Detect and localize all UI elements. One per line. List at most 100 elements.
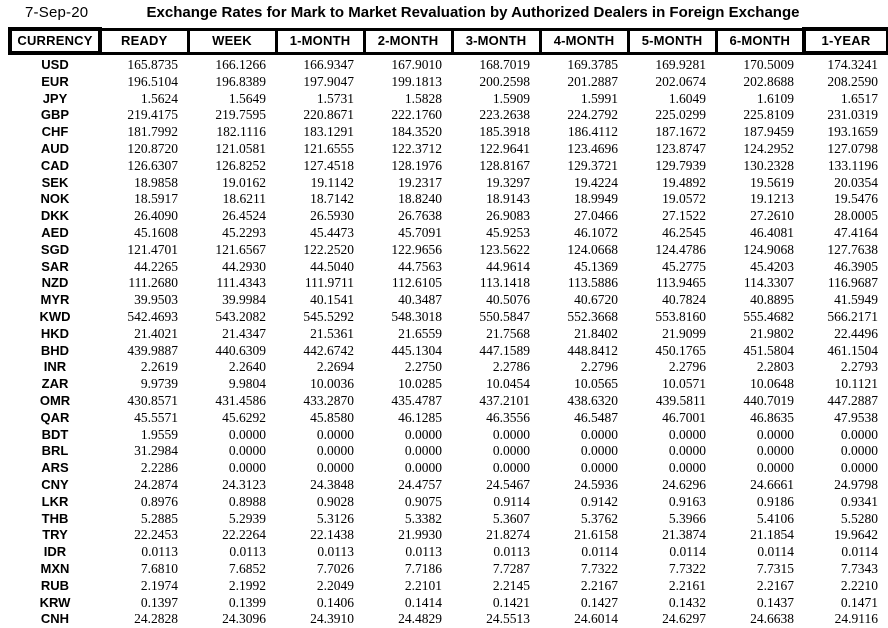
rate-cell: 47.4164 [834, 224, 878, 240]
rate-cell: 0.0113 [405, 544, 442, 560]
rate-cell: 123.5622 [479, 241, 530, 257]
table-row: BHD 439.9887 440.6309 442.6742 445.1304 447.1… [10, 343, 888, 360]
rate-cell: 127.4518 [303, 157, 354, 173]
rate-cell: 0.0113 [493, 544, 530, 560]
table-row: NZD 111.2680 111.4343 111.9711 112.6105 113.1… [10, 275, 888, 292]
rate-cell: 0.8976 [140, 493, 178, 509]
rate-cell: 440.6309 [215, 342, 266, 358]
rate-cell: 7.6852 [228, 560, 266, 576]
rate-cell: 199.1813 [391, 73, 442, 89]
rate-cell: 45.7091 [398, 224, 442, 240]
table-row: MYR 39.9503 39.9984 40.1541 40.3487 40.5076 40… [10, 292, 888, 309]
rate-cell: 0.1414 [404, 594, 442, 610]
rate-cell: 5.3966 [668, 510, 706, 526]
rate-cell: 24.9116 [834, 611, 878, 627]
page-title: Exchange Rates for Mark to Market Revalu… [146, 4, 800, 21]
rate-cell: 5.3607 [492, 510, 530, 526]
column-header-5-month: 5-MONTH [626, 27, 718, 55]
currency-code: RUB [40, 577, 70, 593]
currency-code: AUD [40, 140, 70, 156]
rate-cell: 2.2161 [668, 577, 706, 593]
rate-cell: 187.1672 [655, 124, 706, 140]
rate-cell: 7.7026 [316, 560, 354, 576]
rate-cell: 112.6105 [391, 275, 442, 291]
rate-cell: 45.8580 [310, 409, 354, 425]
rate-cell: 44.5040 [310, 258, 354, 274]
rate-cell: 21.7568 [486, 325, 530, 341]
rate-cell: 553.8160 [655, 308, 706, 324]
column-header-ready: READY [98, 27, 190, 55]
rate-cell: 5.3126 [316, 510, 354, 526]
rate-cell: 19.1213 [750, 191, 794, 207]
rate-cell: 24.9798 [834, 476, 878, 492]
rate-cell: 19.4224 [574, 174, 618, 190]
rate-cell: 124.4786 [655, 241, 706, 257]
report-date: 7-Sep-20 [25, 4, 89, 21]
rate-cell: 439.9887 [127, 342, 178, 358]
rate-cell: 0.1427 [580, 594, 618, 610]
rate-cell: 22.2453 [134, 527, 178, 543]
rate-cell: 166.1266 [215, 56, 266, 72]
currency-code: ZAR [41, 376, 69, 392]
currency-code: SGD [40, 241, 70, 257]
rate-cell: 2.1992 [228, 577, 266, 593]
currency-code: OMR [39, 392, 71, 408]
rate-cell: 0.0113 [141, 544, 178, 560]
rate-cell: 0.0000 [840, 426, 878, 442]
rate-cell: 0.0000 [492, 443, 530, 459]
rate-cell: 121.6555 [303, 140, 354, 156]
rate-cell: 45.4473 [310, 224, 354, 240]
rate-cell: 129.7939 [655, 157, 706, 173]
rate-cell: 174.3241 [827, 57, 878, 72]
currency-code: THB [41, 510, 69, 526]
rate-cell: 1.5624 [140, 90, 178, 106]
rate-cell: 21.5361 [310, 325, 354, 341]
rate-cell: 196.8389 [215, 73, 266, 89]
rate-cell: 0.9341 [840, 493, 878, 509]
rate-cell: 202.8688 [743, 73, 794, 89]
rate-cell: 0.0114 [581, 544, 618, 560]
rate-cell: 169.3785 [567, 56, 618, 72]
rate-cell: 2.2145 [492, 577, 530, 593]
rate-cell: 2.2210 [840, 577, 878, 593]
rate-cell: 0.0000 [668, 460, 706, 476]
rate-cell: 0.0000 [668, 443, 706, 459]
rate-cell: 121.6567 [215, 241, 266, 257]
rate-cell: 2.2286 [140, 460, 178, 476]
rate-cell: 24.4757 [398, 476, 442, 492]
currency-code: KRW [39, 594, 71, 610]
rate-cell: 18.5917 [134, 191, 178, 207]
rate-cell: 0.1437 [756, 594, 794, 610]
rate-cell: 0.1397 [140, 594, 178, 610]
rate-cell: 167.9010 [391, 56, 442, 72]
table-row: KWD 542.4693 543.2082 545.5292 548.3018 550.5… [10, 309, 888, 326]
rate-cell: 2.2619 [140, 359, 178, 375]
rate-cell: 24.6661 [750, 476, 794, 492]
rate-cell: 46.2545 [662, 224, 706, 240]
rate-cell: 170.5009 [743, 56, 794, 72]
rate-cell: 46.1072 [574, 224, 618, 240]
rate-cell: 2.2167 [756, 577, 794, 593]
rate-cell: 430.8571 [127, 392, 178, 408]
rate-cell: 27.2610 [750, 208, 794, 224]
rate-cell: 41.5949 [834, 292, 878, 308]
rate-cell: 126.8252 [215, 157, 266, 173]
table-row: EUR 196.5104 196.8389 197.9047 199.1813 200.2… [10, 74, 888, 91]
rate-cell: 7.6810 [140, 560, 178, 576]
rate-cell: 165.8735 [127, 56, 178, 72]
rate-cell: 45.2293 [222, 224, 266, 240]
rate-cell: 0.9114 [493, 493, 530, 509]
rate-cell: 2.2049 [316, 577, 354, 593]
rate-cell: 19.3297 [486, 174, 530, 190]
rate-cell: 222.1760 [391, 107, 442, 123]
rate-cell: 124.2952 [743, 140, 794, 156]
rate-cell: 122.2520 [303, 241, 354, 257]
table-row: CHF 181.7992 182.1116 183.1291 184.3520 185.3… [10, 124, 888, 141]
rate-cell: 0.0000 [404, 426, 442, 442]
rate-cell: 186.4112 [567, 124, 618, 140]
rate-cell: 223.2638 [479, 107, 530, 123]
rate-cell: 0.0000 [492, 460, 530, 476]
rate-cell: 548.3018 [391, 308, 442, 324]
rate-cell: 26.9083 [486, 208, 530, 224]
rate-cell: 0.1421 [492, 594, 530, 610]
